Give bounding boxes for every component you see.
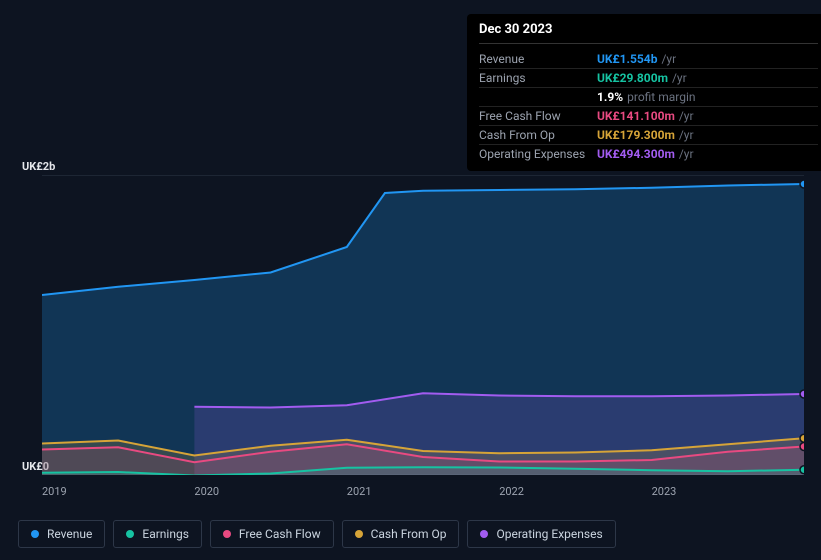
legend-item[interactable]: Free Cash Flow [210,520,334,548]
x-axis-tick: 2023 [652,485,677,498]
legend-item[interactable]: Earnings [113,520,202,548]
legend-label: Revenue [47,527,92,541]
x-axis-tick: 2020 [194,485,219,498]
series-endpoint [800,466,804,474]
tooltip-margin: 1.9%profit margin [597,90,696,104]
legend-label: Free Cash Flow [239,527,321,541]
legend-label: Operating Expenses [496,527,602,541]
tooltip-row: Cash From OpUK£179.300m/yr [479,126,818,145]
legend-label: Earnings [142,527,189,541]
series-endpoint [800,180,804,188]
tooltip-panel: Dec 30 2023 RevenueUK£1.554b/yrEarningsU… [467,14,821,171]
tooltip-row: EarningsUK£29.800m/yr [479,69,818,88]
tooltip-row: 1.9%profit margin [479,88,818,107]
tooltip-value: UK£494.300m/yr [597,147,694,161]
legend-item[interactable]: Revenue [18,520,105,548]
tooltip-row-label [479,90,597,104]
series-endpoint [800,434,804,442]
legend-item[interactable]: Cash From Op [342,520,460,548]
series-endpoint [800,443,804,451]
tooltip-value: UK£29.800m/yr [597,71,687,85]
tooltip-row-label: Cash From Op [479,128,597,142]
legend-color-dot [126,530,134,538]
series-endpoint [800,390,804,398]
legend: Revenue Earnings Free Cash Flow Cash From O… [18,520,616,548]
x-axis-tick: 2022 [499,485,524,498]
tooltip-row-label: Earnings [479,71,597,85]
tooltip-value: UK£141.100m/yr [597,109,694,123]
legend-color-dot [480,530,488,538]
tooltip-row-label: Operating Expenses [479,147,597,161]
x-axis-tick: 2021 [347,485,372,498]
tooltip-row: Free Cash FlowUK£141.100m/yr [479,107,818,126]
tooltip-value: UK£179.300m/yr [597,128,694,142]
legend-color-dot [223,530,231,538]
legend-color-dot [31,530,39,538]
legend-item[interactable]: Operating Expenses [467,520,615,548]
tooltip-row-label: Free Cash Flow [479,109,597,123]
tooltip-row: RevenueUK£1.554b/yr [479,50,818,69]
legend-color-dot [355,530,363,538]
tooltip-row: Operating ExpensesUK£494.300m/yr [479,145,818,163]
legend-label: Cash From Op [371,527,447,541]
tooltip-value: UK£1.554b/yr [597,52,676,66]
x-axis-tick: 2019 [42,485,67,498]
tooltip-date: Dec 30 2023 [479,22,818,44]
tooltip-row-label: Revenue [479,52,597,66]
area-chart [42,175,804,475]
y-axis-label: UK£2b [22,160,55,173]
